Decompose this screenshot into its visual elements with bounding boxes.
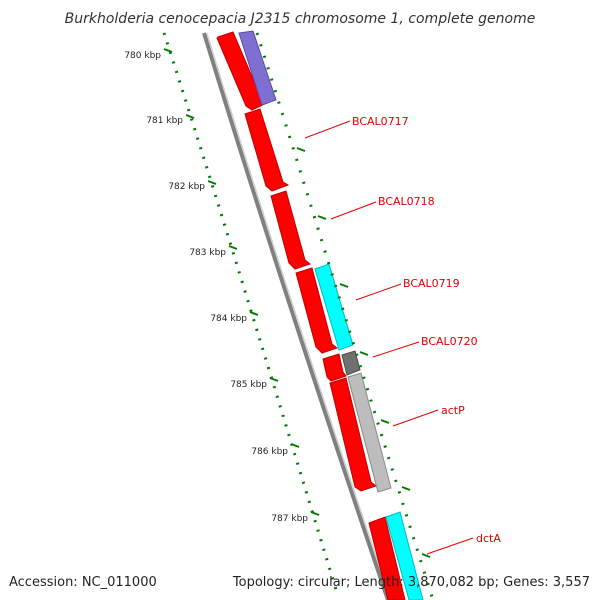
- gene-label-text-bcal0719: BCAL0719: [403, 277, 460, 290]
- gene-label-text-bcal0720: BCAL0720: [421, 335, 478, 348]
- accession-text: Accession: NC_011000: [9, 575, 157, 590]
- tick-label-785: 785 kbp: [230, 380, 267, 390]
- gene-label-text-bcal0717: BCAL0717: [352, 115, 409, 128]
- blast-hits: [238, 30, 424, 600]
- cds-arrow-5: [322, 353, 347, 382]
- cds-arrow-2: [244, 108, 290, 192]
- blast-hit-gray: [347, 372, 392, 493]
- blast-hit-purple: [238, 30, 277, 106]
- tick-label-786: 786 kbp: [251, 447, 288, 457]
- gene-label-text-dcta: dctA: [476, 532, 501, 545]
- tick-782: 782 kbp: [168, 180, 217, 192]
- ruler-outer-ticks: [296, 147, 431, 558]
- tick-787: 787 kbp: [271, 511, 320, 524]
- gene-label-text-bcal0718: BCAL0718: [378, 195, 435, 208]
- tick-785: 785 kbp: [230, 377, 279, 390]
- gene-label-actp: actP: [392, 404, 465, 427]
- tick-784: 784 kbp: [210, 311, 259, 324]
- tick-781: 781 kbp: [146, 114, 195, 126]
- gene-label-bcal0720: BCAL0720: [372, 335, 478, 358]
- tick-label-783: 783 kbp: [189, 248, 226, 258]
- blast-hit-cyan-2: [385, 511, 424, 600]
- tick-783: 783 kbp: [189, 245, 238, 258]
- map-title: Burkholderia cenocepacia J2315 chromosom…: [65, 11, 536, 27]
- gene-label-bcal0717: BCAL0717: [304, 115, 409, 139]
- gene-label-dcta: dctA: [426, 532, 501, 555]
- cds-arrow-1: [216, 31, 269, 111]
- cds-arrow-4: [295, 267, 339, 354]
- backbone-highlight: [206, 32, 392, 600]
- gene-labels: BCAL0717 BCAL0718 BCAL0719 BCAL0720 actP…: [304, 115, 501, 555]
- tick-label-787: 787 kbp: [271, 514, 308, 524]
- tick-label-782: 782 kbp: [168, 182, 205, 192]
- tick-label-781: 781 kbp: [146, 116, 183, 126]
- gene-label-bcal0719: BCAL0719: [355, 277, 460, 301]
- cds-arrow-7: [368, 516, 406, 600]
- backbone: [202, 32, 390, 600]
- tick-label-784: 784 kbp: [210, 314, 247, 324]
- cds-features: [216, 31, 406, 600]
- gene-label-bcal0718: BCAL0718: [330, 195, 435, 220]
- ruler-inner-dots: [162, 32, 340, 597]
- gene-label-text-actp: actP: [441, 404, 465, 417]
- tick-780: 780 kbp: [124, 48, 173, 61]
- blast-hit-cyan-1: [314, 263, 354, 351]
- tick-label-780: 780 kbp: [124, 51, 161, 61]
- ruler-ticks: 780 kbp 781 kbp 782 kbp 783 kbp 784 kbp …: [124, 48, 320, 524]
- topology-text: Topology: circular; Length: 3,870,082 bp…: [232, 575, 590, 590]
- ruler-inner: [162, 32, 340, 597]
- cds-arrow-3: [270, 190, 312, 270]
- tick-786: 786 kbp: [251, 443, 300, 457]
- blast-hit-darkgray: [341, 350, 361, 376]
